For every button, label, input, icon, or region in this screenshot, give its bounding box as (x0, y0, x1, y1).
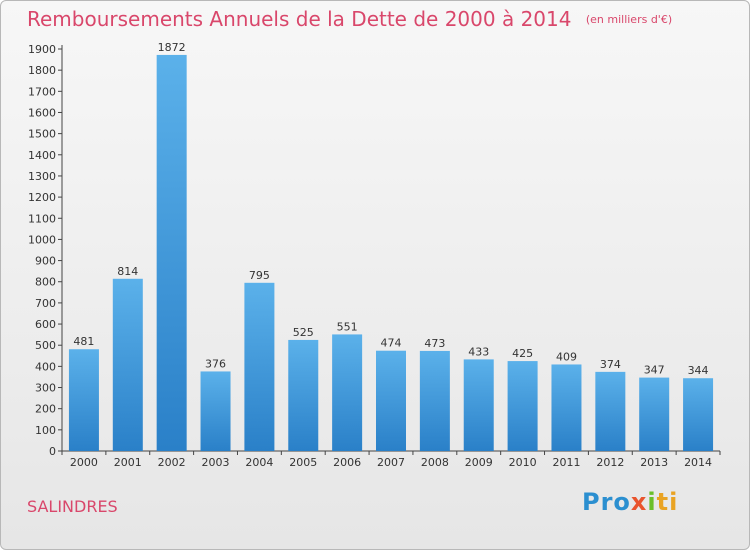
bar-2011 (551, 364, 582, 451)
y-tick-label: 800 (35, 276, 56, 289)
bar-2008 (419, 350, 450, 451)
x-tick-label: 2010 (509, 456, 537, 469)
y-tick-label: 1000 (28, 233, 56, 246)
data-label: 374 (600, 358, 621, 371)
y-tick-label: 600 (35, 318, 56, 331)
x-tick-label: 2003 (202, 456, 230, 469)
y-tick-label: 100 (35, 424, 56, 437)
data-label: 473 (424, 337, 445, 350)
data-label: 425 (512, 347, 533, 360)
y-tick-label: 1400 (28, 149, 56, 162)
bar-2002 (156, 54, 187, 452)
data-labels: 481 814 1872 376 795 525 551 474 473 433 425 409 374… (73, 41, 708, 377)
data-label: 433 (468, 345, 489, 358)
data-label: 525 (293, 326, 314, 339)
bars (68, 54, 714, 452)
data-label: 1872 (158, 41, 186, 54)
x-tick-label: 2001 (114, 456, 142, 469)
bar-2000 (68, 349, 99, 451)
x-tick-label: 2005 (289, 456, 317, 469)
bar-2005 (288, 339, 319, 451)
y-tick-label: 1800 (28, 64, 56, 77)
bar-2013 (639, 377, 670, 451)
x-tick-label: 2007 (377, 456, 405, 469)
x-tick-label: 2004 (245, 456, 273, 469)
chart-title: Remboursements Annuels de la Dette de 20… (27, 7, 672, 31)
x-tick-label: 2000 (70, 456, 98, 469)
y-tick-label: 1900 (28, 43, 56, 56)
bar-2007 (376, 350, 406, 451)
y-tick-label: 500 (35, 339, 56, 352)
y-tick-label: 1100 (28, 212, 56, 225)
bar-2009 (463, 359, 494, 451)
data-label: 376 (205, 357, 226, 370)
chart-title-text: Remboursements Annuels de la Dette de 20… (27, 7, 572, 31)
bar-2014 (683, 378, 714, 451)
y-tick-label: 200 (35, 403, 56, 416)
data-label: 474 (381, 337, 402, 350)
y-tick-label: 1500 (28, 128, 56, 141)
bar-2012 (595, 371, 626, 451)
x-tick-label: 2009 (465, 456, 493, 469)
x-tick-label: 2002 (158, 456, 186, 469)
data-label: 347 (644, 364, 665, 377)
x-tick-label: 2006 (333, 456, 361, 469)
x-tick-label: 2013 (640, 456, 668, 469)
y-tick-label: 400 (35, 360, 56, 373)
y-tick-label: 0 (49, 445, 56, 458)
data-label: 344 (688, 364, 709, 377)
bar-2006 (332, 334, 363, 451)
data-label: 481 (73, 335, 94, 348)
y-tick-label: 1300 (28, 170, 56, 183)
data-label: 795 (249, 269, 270, 282)
data-label: 814 (117, 265, 138, 278)
proxiti-logo: Proxiti (582, 488, 679, 516)
y-tick-label: 1600 (28, 106, 56, 119)
x-tick-label: 2008 (421, 456, 449, 469)
bar-2010 (507, 361, 538, 451)
x-tick-label: 2014 (684, 456, 712, 469)
data-label: 551 (337, 320, 358, 333)
y-tick-label: 300 (35, 382, 56, 395)
commune-name: SALINDRES (27, 497, 118, 516)
bar-2004 (244, 282, 275, 451)
data-label: 409 (556, 350, 577, 363)
chart-unit: (en milliers d'€) (585, 13, 673, 26)
x-tick-label: 2012 (596, 456, 624, 469)
y-tick-label: 1700 (28, 85, 56, 98)
y-tick-label: 900 (35, 255, 56, 268)
bar-2001 (112, 278, 143, 451)
x-tick-label: 2011 (552, 456, 580, 469)
bar-2003 (200, 371, 231, 451)
y-tick-label: 700 (35, 297, 56, 310)
y-tick-label: 1200 (28, 191, 56, 204)
